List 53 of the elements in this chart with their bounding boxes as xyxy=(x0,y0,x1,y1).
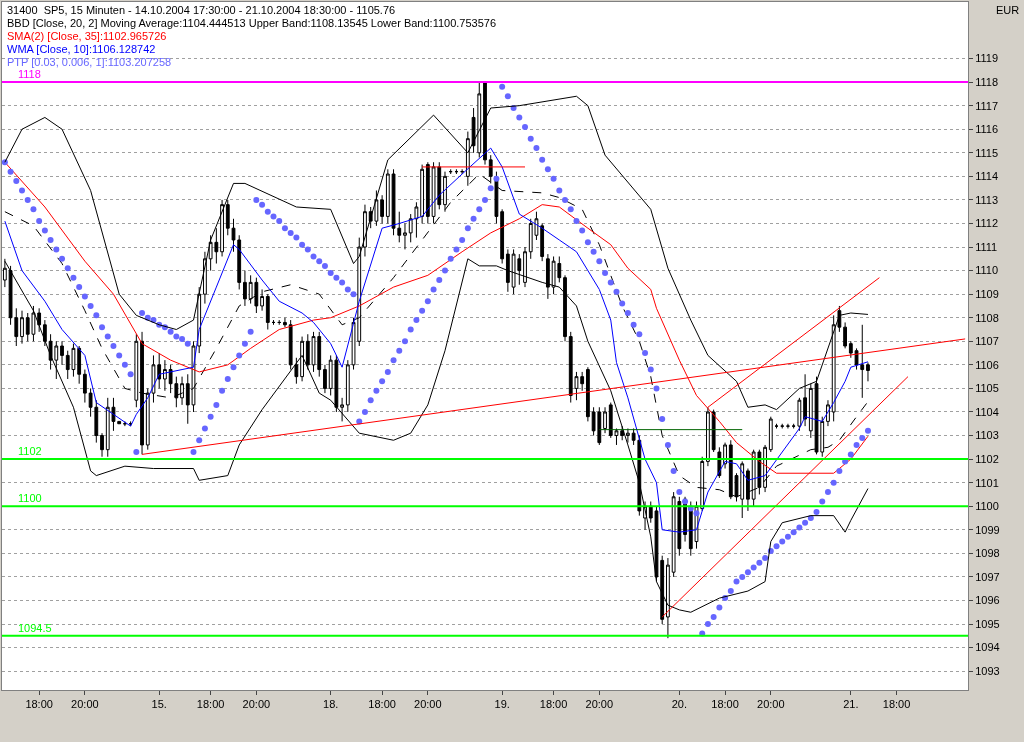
y-tick-label: 1106 xyxy=(975,358,999,371)
y-tick-label: 1095 xyxy=(975,617,1000,630)
y-tick-label: 1111 xyxy=(975,240,998,253)
y-tick-label: 1105 xyxy=(975,382,999,395)
y-tick-label: 1099 xyxy=(975,523,1000,536)
x-tick-label: 18:00 xyxy=(368,698,396,711)
y-tick-label: 1103 xyxy=(975,429,999,442)
y-tick-label: 1117 xyxy=(975,99,999,112)
text: BBD [Close, 20, 2] Moving Average:1104.444513 Upper Band:1108.13545 Lower Band:1100.753576 xyxy=(7,17,497,29)
y-tick-label: 1108 xyxy=(975,311,999,324)
y-tick-label: 1109 xyxy=(975,288,999,301)
y-tick-label: 1097 xyxy=(975,570,1000,583)
text: SMA(2) [Close, 35]:1102.965726 xyxy=(7,30,167,42)
x-tick-label: 20. xyxy=(671,698,687,711)
x-tick-label: 18. xyxy=(323,698,339,711)
y-tick-label: 1112 xyxy=(975,217,999,230)
x-tick-label: 18:00 xyxy=(25,698,53,711)
y-tick-label: 1116 xyxy=(975,123,999,136)
ref-line-label: 1100 xyxy=(18,492,42,504)
y-tick-label: 1104 xyxy=(975,405,999,418)
x-tick-label: 19. xyxy=(494,698,510,711)
x-tick-label: 20:00 xyxy=(242,698,271,711)
x-tick-label: 18:00 xyxy=(711,698,739,711)
y-tick-label: 1107 xyxy=(975,335,999,348)
chart-title: 31400 SP5, 15 Minuten - 14.10.2004 17:30:00 - 21.10.2004 18:30:00 - 1105.76 xyxy=(7,4,396,16)
y-tick-label: 1102 xyxy=(975,452,999,465)
x-tick-label: 20:00 xyxy=(414,698,442,711)
ref-line-label: 1102 xyxy=(18,445,42,457)
y-tick-label: 1110 xyxy=(975,264,999,277)
text: WMA [Close, 10]:1106.128742 xyxy=(7,43,156,55)
y-tick-label: 1115 xyxy=(975,146,999,159)
y-tick-label: 1094 xyxy=(975,641,1000,654)
x-tick-label: 21. xyxy=(843,698,859,711)
x-tick-label: 20:00 xyxy=(757,698,785,711)
x-tick-label: 20:00 xyxy=(71,698,99,711)
x-tick-label: 20:00 xyxy=(585,698,614,711)
y-tick-label: 1093 xyxy=(975,665,1000,677)
x-tick-label: 15. xyxy=(151,698,167,711)
ref-line-label: 1118 xyxy=(18,68,41,80)
text: PTP [0.03, 0.006, 1]:1103.207258 xyxy=(7,56,172,68)
y-axis-title: EUR xyxy=(996,4,1020,16)
y-tick-label: 1119 xyxy=(975,52,999,65)
y-tick-label: 1100 xyxy=(975,500,999,513)
y-tick-label: 1113 xyxy=(975,193,999,206)
x-tick-label: 18:00 xyxy=(196,698,225,711)
x-tick-label: 18:00 xyxy=(882,698,911,711)
y-tick-label: 1118 xyxy=(975,75,999,88)
x-tick-label: 18:00 xyxy=(539,698,568,711)
y-tick-label: 1098 xyxy=(975,547,1000,560)
y-tick-label: 1114 xyxy=(975,170,999,183)
ref-line-label: 1094.5 xyxy=(18,622,52,634)
y-tick-label: 1101 xyxy=(975,476,999,489)
y-tick-label: 1096 xyxy=(975,594,1000,607)
